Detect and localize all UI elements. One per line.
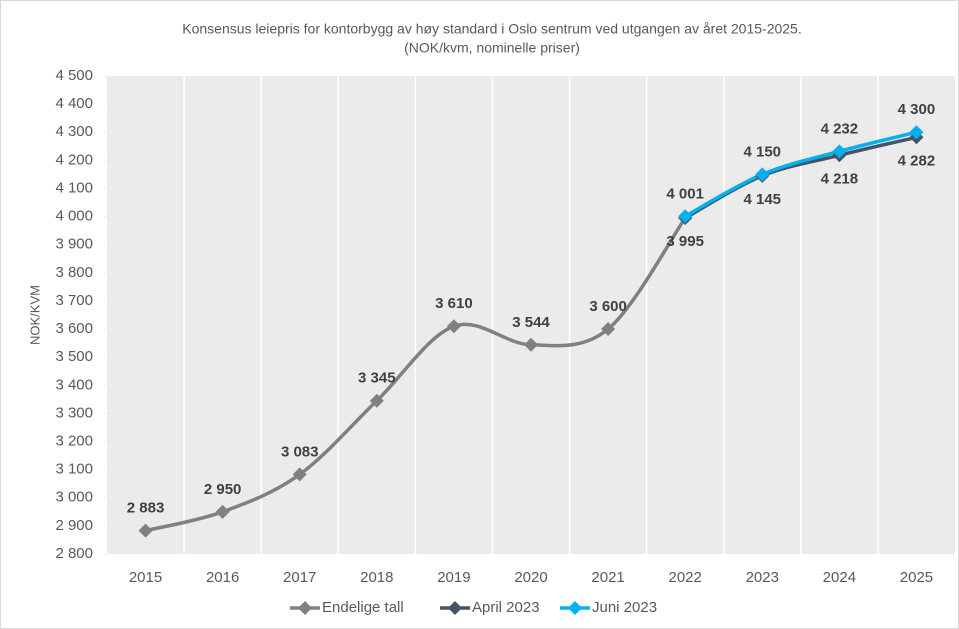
point-marker [215,504,230,519]
point-marker [292,467,307,482]
point-marker [446,319,461,334]
data-label: 3 083 [281,443,319,460]
y-tick-label: 3 800 [55,264,93,281]
y-tick-label: 4 400 [55,95,93,112]
data-label: 4 282 [898,152,936,169]
data-label: 2 950 [204,481,242,498]
point-marker [601,322,616,337]
x-tick-label: 2017 [283,569,316,586]
y-tick-label: 3 600 [55,320,93,337]
y-tick-label: 3 300 [55,404,93,421]
point-marker [755,167,770,182]
y-tick-label: 3 200 [55,432,93,449]
y-tick-label: 4 300 [55,123,93,140]
x-tick-label: 2025 [900,569,933,586]
chart-subtitle: (NOK/kvm, nominelle priser) [404,40,580,56]
data-label: 4 300 [898,101,936,118]
x-tick-label: 2018 [360,569,393,586]
data-label: 4 232 [821,120,859,137]
y-axis-title: NOK/KVM [27,285,42,345]
data-label: 4 150 [743,143,781,160]
y-tick-label: 3 500 [55,348,93,365]
data-label: 3 544 [512,314,550,331]
point-marker [524,337,538,352]
y-tick-label: 2 800 [55,545,93,562]
point-marker [369,393,384,408]
data-label: 2 883 [127,500,165,517]
point-marker [138,523,153,538]
data-label: 3 610 [435,295,473,312]
legend-label: Juni 2023 [592,599,657,616]
y-tick-label: 2 900 [55,517,93,534]
x-tick-label: 2019 [437,569,470,586]
y-tick-label: 3 400 [55,376,93,393]
data-label: 3 600 [589,298,627,315]
y-tick-label: 3 000 [55,489,93,506]
y-tick-label: 3 700 [55,292,93,309]
data-label: 3 995 [666,233,704,250]
data-label: 4 218 [821,170,859,187]
x-tick-label: 2020 [514,569,547,586]
x-tick-label: 2016 [206,569,239,586]
y-tick-label: 4 500 [55,67,93,84]
data-label: 4 001 [666,185,704,202]
legend-marker [568,601,582,615]
x-tick-label: 2022 [668,569,701,586]
legend-marker [448,601,462,615]
legend-marker [298,601,312,615]
y-tick-label: 4 100 [55,179,93,196]
point-marker [909,125,924,140]
legend-label: April 2023 [472,599,540,616]
data-label: 4 145 [743,191,781,208]
point-marker [678,209,693,224]
y-tick-label: 4 200 [55,151,93,168]
series-line [684,130,917,218]
x-tick-label: 2024 [823,569,856,586]
x-tick-label: 2015 [129,569,162,586]
x-tick-label: 2021 [591,569,624,586]
y-tick-label: 3 900 [55,236,93,253]
data-label: 3 345 [358,370,396,387]
legend-label: Endelige tall [322,599,404,616]
x-tick-label: 2023 [746,569,779,586]
point-marker [832,144,847,159]
y-tick-label: 3 100 [55,461,93,478]
plot-area [107,76,955,554]
chart-title: Konsensus leiepris for kontorbygg av høy… [182,21,801,37]
y-tick-label: 4 000 [55,208,93,225]
